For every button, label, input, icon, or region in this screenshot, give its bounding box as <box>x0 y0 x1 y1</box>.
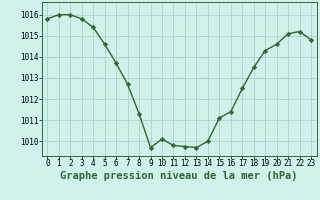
X-axis label: Graphe pression niveau de la mer (hPa): Graphe pression niveau de la mer (hPa) <box>60 171 298 181</box>
